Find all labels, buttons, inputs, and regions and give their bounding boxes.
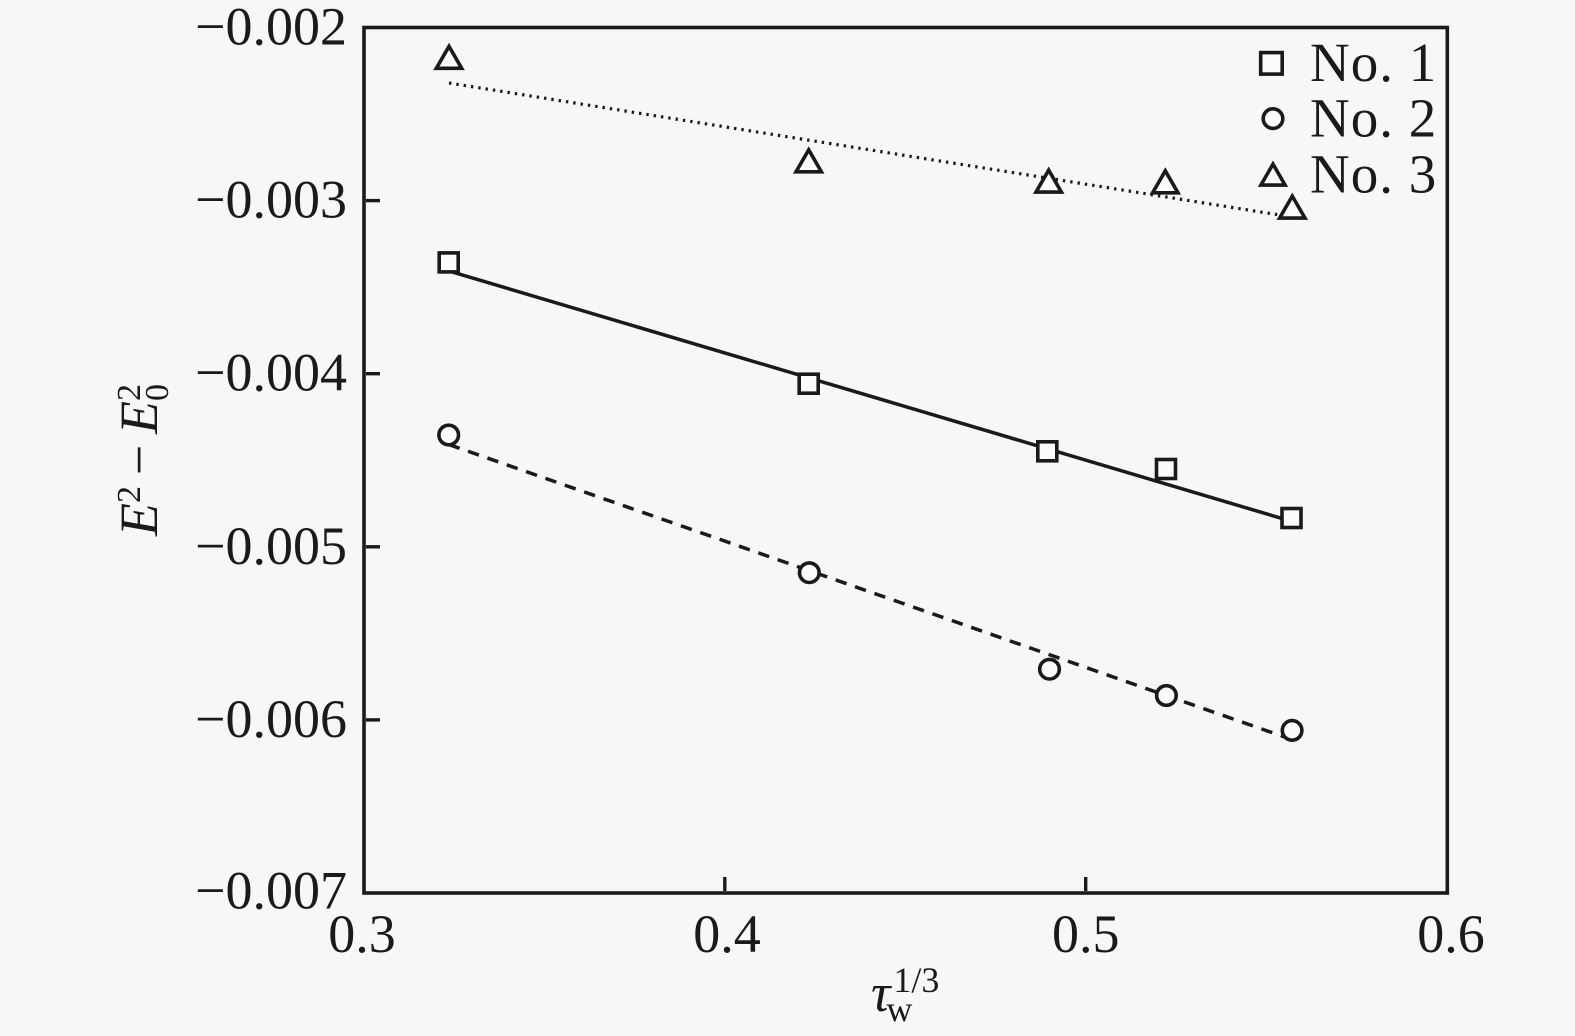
svg-text:−0.004: −0.004 — [195, 343, 347, 403]
svg-text:−0.003: −0.003 — [195, 170, 347, 230]
svg-text:0.5: 0.5 — [1052, 904, 1120, 964]
svg-text:E2 − E20: E2 − E20 — [109, 384, 176, 537]
svg-text:No. 2: No. 2 — [1310, 88, 1437, 149]
svg-text:−0.002: −0.002 — [195, 0, 347, 57]
svg-text:No. 3: No. 3 — [1310, 143, 1437, 204]
svg-text:No. 1: No. 1 — [1310, 32, 1437, 93]
svg-text:0.3: 0.3 — [328, 904, 396, 964]
svg-text:−0.005: −0.005 — [195, 516, 347, 576]
svg-text:0.6: 0.6 — [1417, 904, 1485, 964]
svg-text:−0.007: −0.007 — [195, 861, 347, 921]
svg-text:0.4: 0.4 — [693, 904, 761, 964]
svg-text:−0.006: −0.006 — [195, 689, 347, 749]
